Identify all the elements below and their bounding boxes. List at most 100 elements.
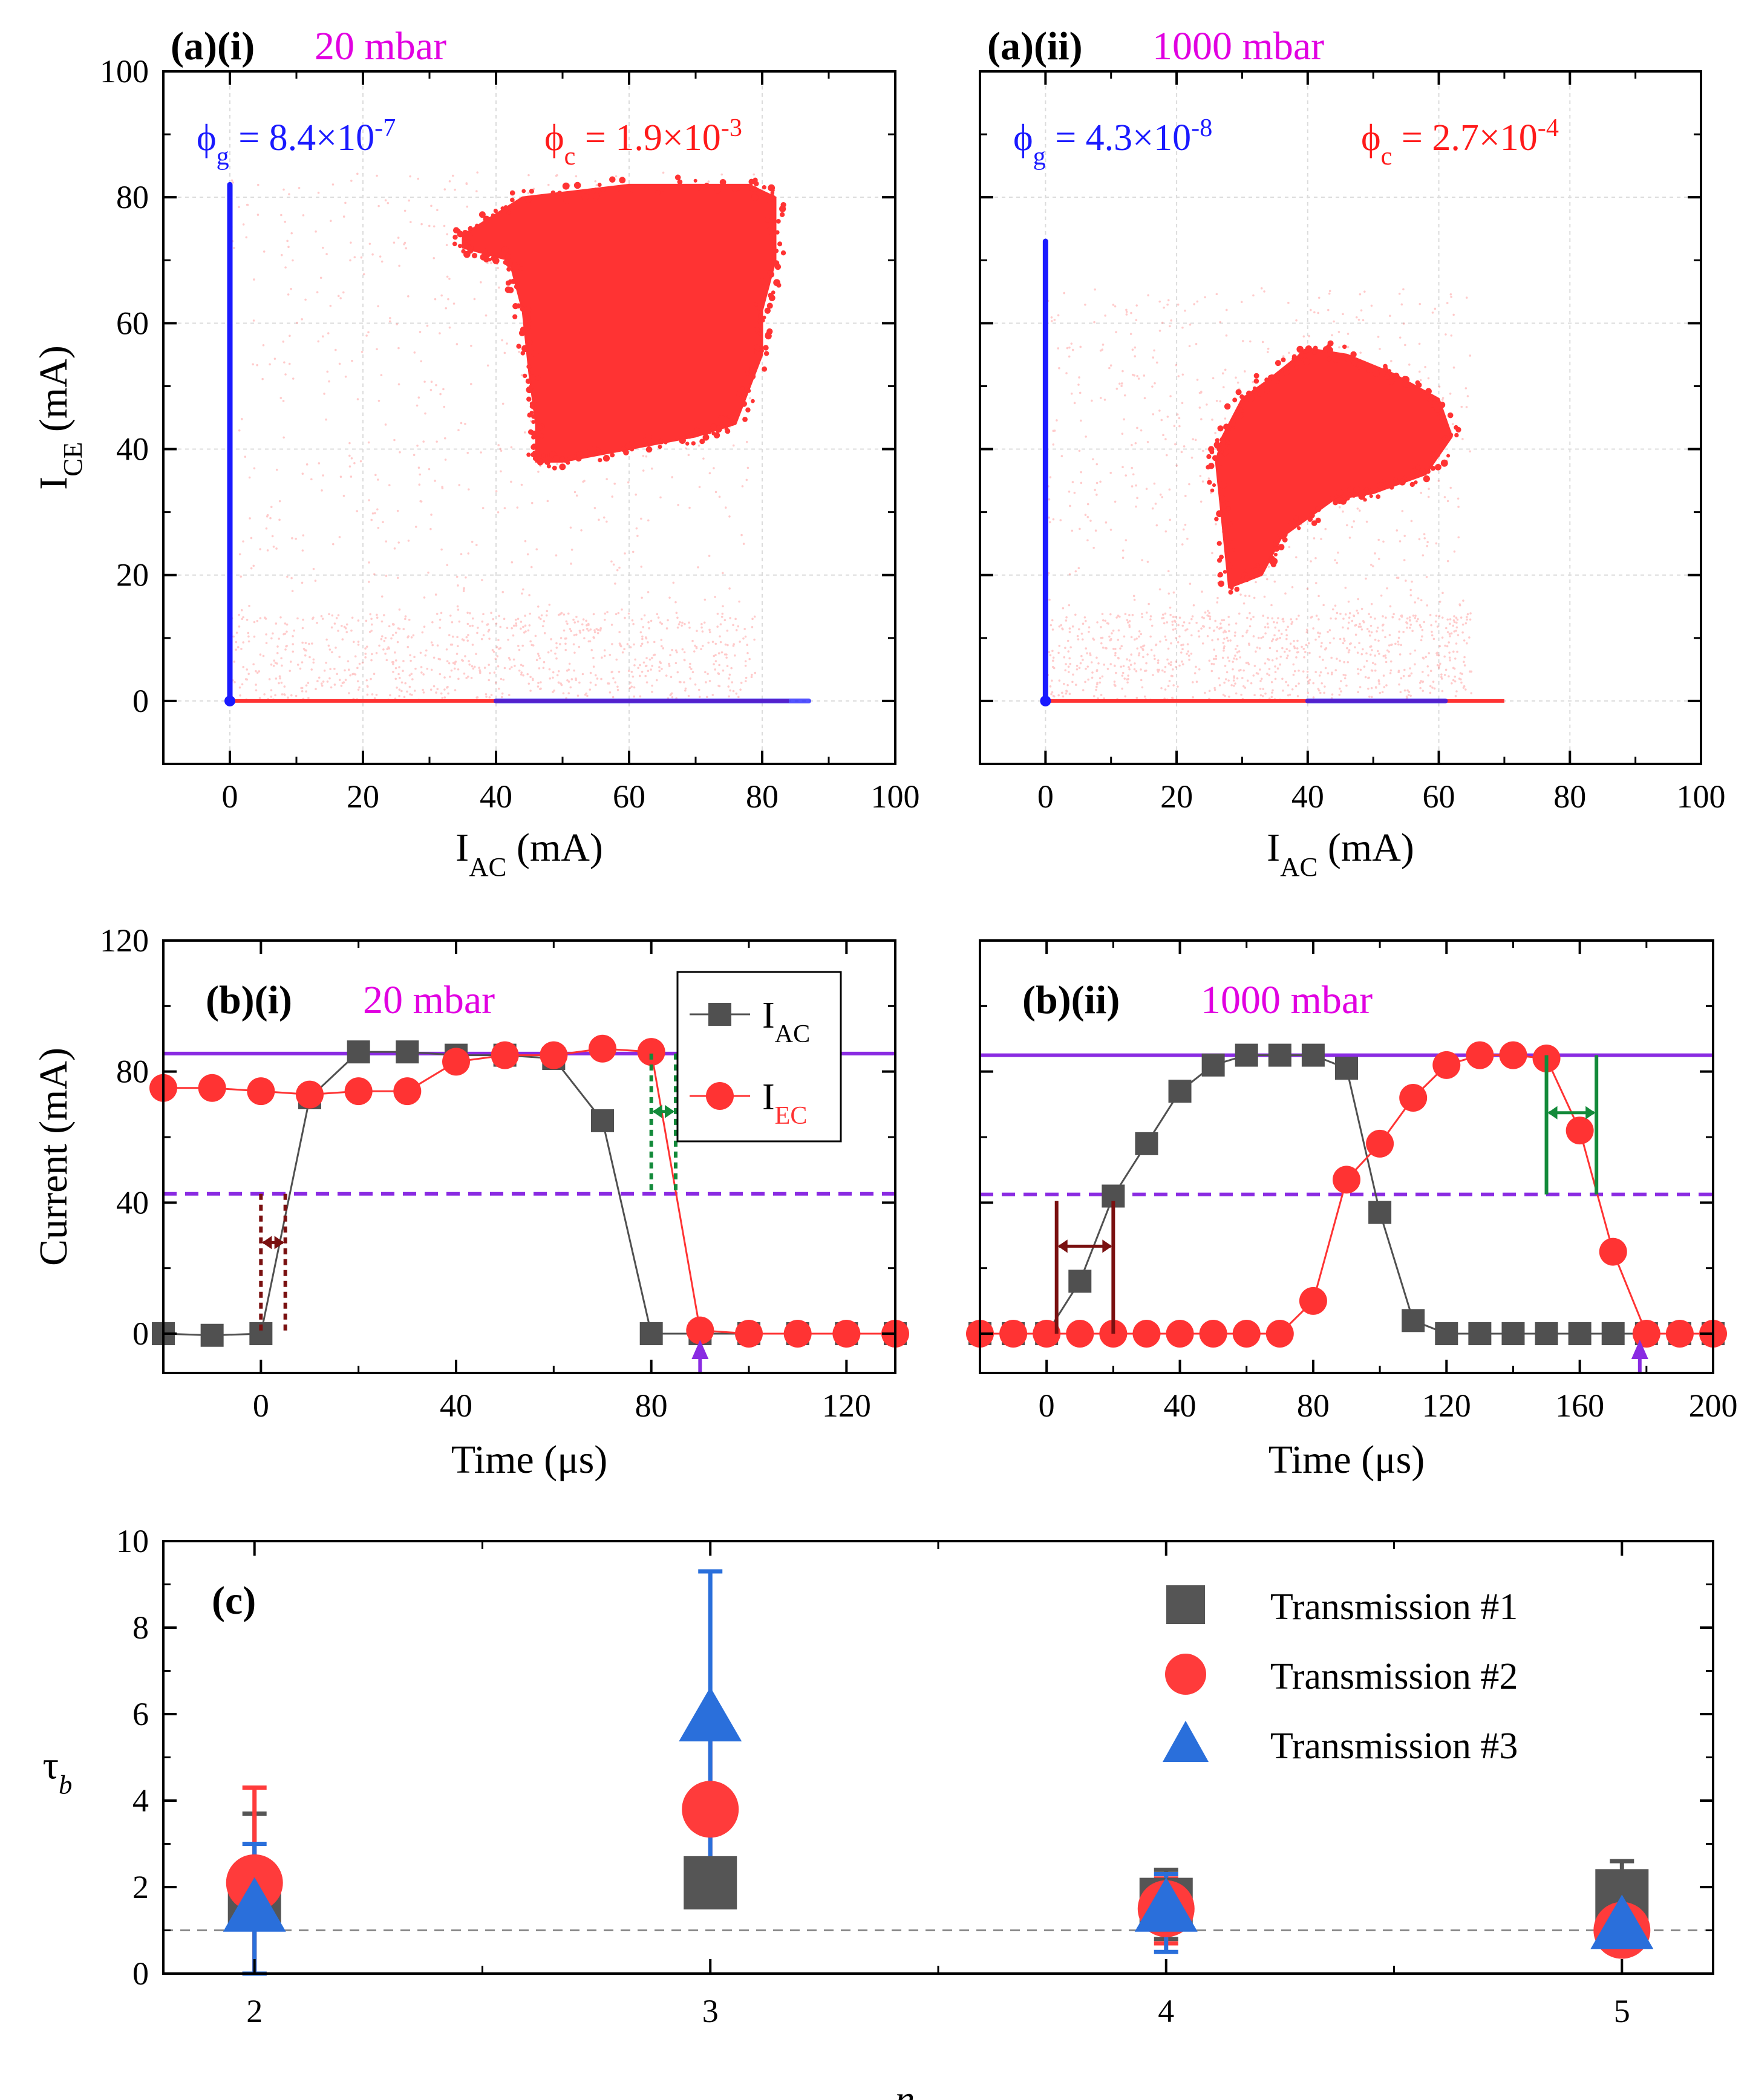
red-halo-point	[400, 690, 403, 693]
red-edge-point	[1305, 345, 1312, 353]
red-halo-point	[1427, 377, 1430, 380]
red-halo-point	[1319, 671, 1322, 674]
red-halo-point	[1061, 627, 1063, 630]
y-tick-label: 40	[116, 1184, 149, 1221]
red-halo-point	[1225, 308, 1228, 311]
red-halo-point	[408, 618, 411, 621]
red-halo-point	[1264, 632, 1267, 634]
red-halo-point	[754, 671, 757, 674]
red-halo-point	[616, 569, 619, 572]
red-halo-point	[249, 517, 251, 520]
red-halo-point	[480, 451, 482, 454]
red-halo-point	[279, 616, 282, 619]
red-halo-point	[380, 595, 384, 598]
y-tick-label: 0	[132, 1316, 149, 1352]
red-halo-point	[1168, 488, 1171, 491]
red-halo-point	[1330, 617, 1332, 620]
red-halo-point	[632, 550, 635, 553]
red-halo-point	[1354, 624, 1357, 627]
red-halo-point	[1448, 656, 1451, 659]
red-halo-point	[298, 187, 301, 189]
red-halo-point	[1083, 616, 1086, 619]
red-halo-point	[1158, 330, 1161, 332]
red-halo-point	[1347, 333, 1350, 335]
red-halo-point	[1110, 638, 1112, 641]
red-halo-point	[572, 643, 575, 646]
red-halo-point	[475, 190, 478, 193]
red-halo-point	[1154, 503, 1157, 505]
red-halo-point	[670, 676, 673, 679]
red-halo-point	[1440, 677, 1443, 680]
red-halo-point	[1211, 639, 1213, 642]
red-halo-point	[1268, 674, 1271, 677]
y-tick-label: 20	[116, 557, 149, 593]
red-halo-point	[288, 193, 290, 195]
red-halo-point	[389, 317, 391, 319]
red-halo-point	[698, 696, 701, 698]
red-halo-point	[1128, 668, 1131, 671]
red-halo-point	[1069, 646, 1072, 648]
red-edge-point	[1389, 484, 1394, 490]
red-halo-point	[1342, 313, 1344, 316]
red-halo-point	[1200, 391, 1203, 394]
red-edge-point	[1273, 540, 1279, 547]
red-halo-point	[537, 605, 540, 608]
red-edge-point	[1437, 440, 1441, 445]
red-halo-point	[1414, 649, 1417, 652]
red-halo-point	[284, 220, 287, 223]
red-halo-point	[589, 681, 592, 684]
red-halo-point	[1158, 668, 1160, 671]
red-halo-point	[713, 467, 715, 469]
red-halo-point	[344, 627, 347, 630]
red-halo-point	[1291, 621, 1294, 624]
red-halo-point	[1201, 642, 1204, 645]
red-edge-point	[546, 464, 551, 469]
red-halo-point	[275, 468, 278, 471]
red-halo-point	[1419, 624, 1422, 627]
red-edge-point	[1392, 373, 1400, 379]
legend-ec-marker	[706, 1082, 734, 1110]
red-halo-point	[1408, 627, 1411, 629]
red-halo-point	[732, 444, 735, 447]
red-halo-point	[1274, 677, 1277, 680]
red-halo-point	[436, 440, 438, 443]
red-halo-point	[1138, 652, 1141, 654]
red-halo-point	[1469, 354, 1471, 357]
red-halo-point	[384, 199, 387, 202]
red-halo-point	[1318, 674, 1321, 677]
red-halo-point	[1263, 595, 1266, 598]
red-halo-point	[1439, 662, 1441, 665]
red-halo-point	[330, 626, 333, 629]
red-halo-point	[433, 685, 436, 688]
red-halo-point	[1170, 319, 1173, 322]
red-halo-point	[1289, 642, 1292, 645]
red-halo-point	[508, 694, 511, 696]
red-halo-point	[1374, 669, 1377, 672]
red-halo-point	[376, 508, 379, 510]
i-ac-point	[1535, 1322, 1558, 1345]
red-halo-point	[1224, 665, 1227, 667]
red-halo-point	[386, 648, 389, 650]
red-halo-point	[589, 628, 592, 631]
red-halo-point	[391, 634, 394, 636]
red-halo-point	[1347, 627, 1350, 630]
red-halo-point	[1186, 538, 1189, 540]
red-edge-point	[1239, 406, 1243, 411]
red-halo-point	[353, 461, 356, 465]
red-halo-point	[344, 669, 346, 672]
red-halo-point	[1287, 625, 1289, 628]
red-halo-point	[407, 635, 410, 638]
red-edge-point	[699, 439, 705, 445]
red-halo-point	[1274, 626, 1277, 629]
red-halo-point	[1272, 638, 1275, 641]
red-halo-point	[457, 584, 459, 587]
red-halo-point	[1414, 663, 1416, 666]
red-edge-point	[770, 256, 774, 260]
red-edge-point	[1224, 510, 1229, 515]
red-edge-point	[539, 433, 544, 439]
red-halo-point	[233, 247, 235, 249]
red-halo-point	[371, 253, 374, 256]
red-halo-point	[394, 659, 397, 662]
red-edge-point	[1288, 520, 1293, 524]
red-edge-point	[1232, 397, 1238, 403]
